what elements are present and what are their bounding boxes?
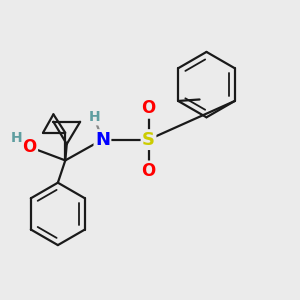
- Text: N: N: [95, 130, 110, 148]
- Text: S: S: [142, 130, 155, 148]
- Text: O: O: [141, 162, 156, 180]
- Text: H: H: [11, 131, 22, 145]
- Text: O: O: [141, 99, 156, 117]
- Text: H: H: [88, 110, 100, 124]
- Text: O: O: [22, 138, 37, 156]
